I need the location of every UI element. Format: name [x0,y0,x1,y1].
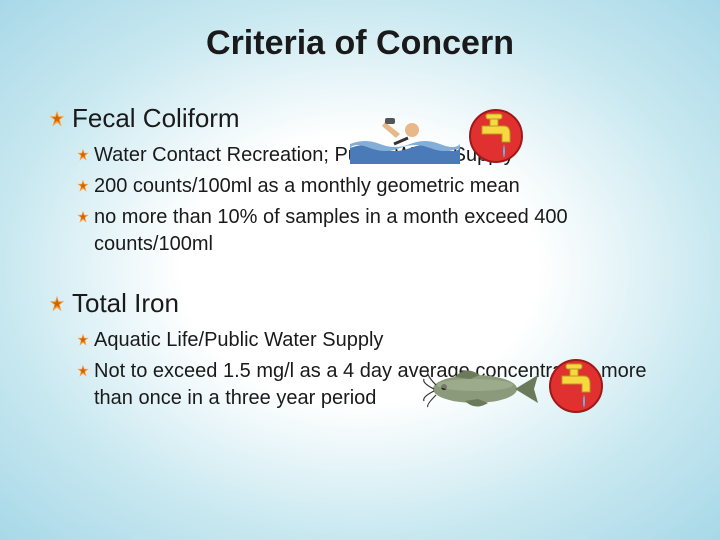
swimmer-icon [350,108,460,164]
heading-text: Fecal Coliform [72,103,240,134]
icon-group-fecal [350,108,524,164]
list-item: Aquatic Life/Public Water Supply [76,327,680,354]
item-text: Aquatic Life/Public Water Supply [94,327,383,354]
page-title: Criteria of Concern [0,0,720,93]
list-item: 200 counts/100ml as a monthly geometric … [76,173,680,200]
star-bullet-icon [76,179,90,193]
star-bullet-icon [48,110,66,128]
catfish-icon [420,361,540,411]
item-text: 200 counts/100ml as a monthly geometric … [94,173,520,200]
star-bullet-icon [76,148,90,162]
star-bullet-icon [76,333,90,347]
star-bullet-icon [76,364,90,378]
section-heading-iron: Total Iron [48,288,680,319]
faucet-icon [548,358,604,414]
star-bullet-icon [48,295,66,313]
star-bullet-icon [76,210,90,224]
list-item: no more than 10% of samples in a month e… [76,204,680,258]
icon-group-iron [420,358,604,414]
faucet-icon [468,108,524,164]
heading-text: Total Iron [72,288,179,319]
item-text: no more than 10% of samples in a month e… [94,204,680,258]
